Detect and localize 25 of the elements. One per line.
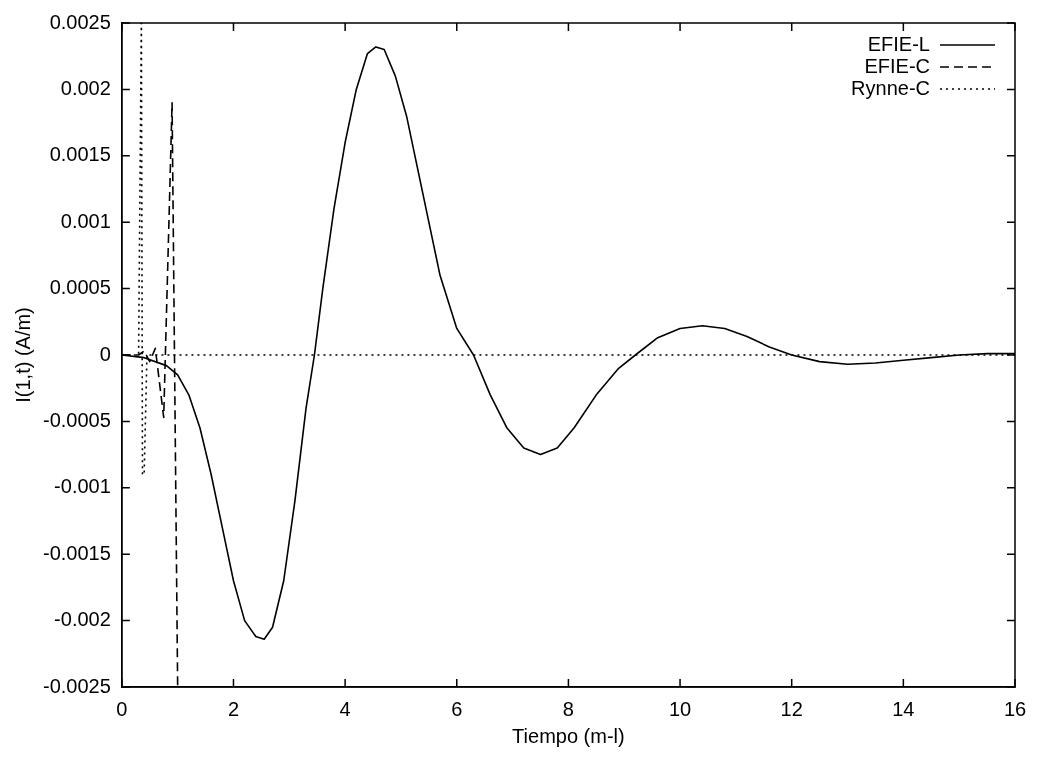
x-tick-label: 16: [1003, 697, 1027, 720]
x-tick-label: 8: [562, 697, 574, 720]
legend-label: Rynne-C: [851, 76, 930, 99]
y-tick-label: 0: [99, 342, 111, 365]
y-tick-label: 0.0005: [49, 276, 111, 299]
x-tick-label: 6: [451, 697, 463, 720]
x-tick-label: 14: [892, 697, 915, 720]
legend-label: EFIE-L: [867, 32, 930, 55]
x-tick-label: 10: [668, 697, 692, 720]
y-tick-label: -0.0025: [42, 674, 111, 697]
x-axis-title: Tiempo (m-l): [512, 724, 625, 747]
x-tick-label: 12: [780, 697, 803, 720]
y-tick-label: -0.002: [54, 608, 111, 631]
y-tick-label: -0.0015: [42, 541, 111, 564]
y-tick-label: -0.0005: [42, 408, 111, 431]
x-tick-label: 0: [116, 697, 128, 720]
y-tick-label: 0.0025: [49, 10, 111, 33]
y-tick-label: 0.0015: [49, 143, 111, 166]
y-tick-label: -0.001: [54, 475, 111, 498]
y-tick-label: 0.001: [60, 209, 111, 232]
x-tick-label: 4: [339, 697, 351, 720]
legend-label: EFIE-C: [864, 54, 930, 77]
y-tick-label: 0.002: [60, 76, 111, 99]
x-tick-label: 2: [227, 697, 240, 720]
y-axis-title: I(1,t) (A/m): [11, 307, 34, 403]
